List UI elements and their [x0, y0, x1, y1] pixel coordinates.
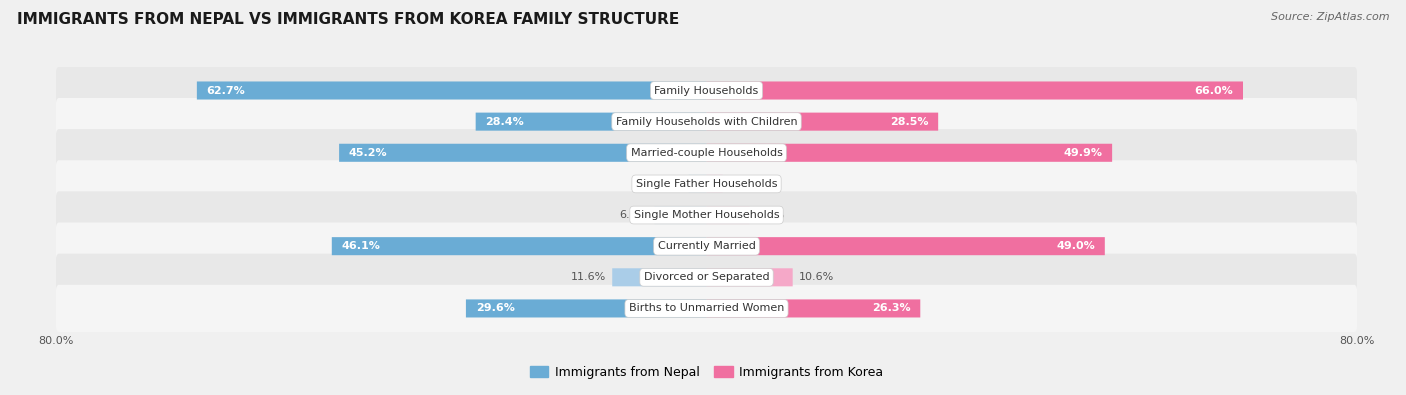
- Text: IMMIGRANTS FROM NEPAL VS IMMIGRANTS FROM KOREA FAMILY STRUCTURE: IMMIGRANTS FROM NEPAL VS IMMIGRANTS FROM…: [17, 12, 679, 27]
- Text: 45.2%: 45.2%: [349, 148, 388, 158]
- FancyBboxPatch shape: [55, 98, 1358, 145]
- Text: 49.0%: 49.0%: [1056, 241, 1095, 251]
- Text: Currently Married: Currently Married: [658, 241, 755, 251]
- Text: 2.0%: 2.0%: [730, 179, 758, 189]
- FancyBboxPatch shape: [707, 237, 1105, 255]
- FancyBboxPatch shape: [55, 67, 1358, 114]
- FancyBboxPatch shape: [707, 268, 793, 286]
- Text: Family Households: Family Households: [654, 85, 759, 96]
- FancyBboxPatch shape: [707, 299, 921, 318]
- FancyBboxPatch shape: [654, 206, 707, 224]
- Text: Married-couple Households: Married-couple Households: [630, 148, 783, 158]
- Text: 28.5%: 28.5%: [890, 117, 928, 127]
- FancyBboxPatch shape: [707, 113, 938, 131]
- FancyBboxPatch shape: [707, 206, 749, 224]
- FancyBboxPatch shape: [612, 268, 707, 286]
- FancyBboxPatch shape: [55, 192, 1358, 239]
- FancyBboxPatch shape: [707, 144, 1112, 162]
- Text: Divorced or Separated: Divorced or Separated: [644, 272, 769, 282]
- Text: Single Mother Households: Single Mother Households: [634, 210, 779, 220]
- FancyBboxPatch shape: [475, 113, 707, 131]
- FancyBboxPatch shape: [707, 175, 723, 193]
- Text: Births to Unmarried Women: Births to Unmarried Women: [628, 303, 785, 314]
- FancyBboxPatch shape: [55, 160, 1358, 207]
- Text: 46.1%: 46.1%: [342, 241, 381, 251]
- FancyBboxPatch shape: [707, 81, 1243, 100]
- FancyBboxPatch shape: [197, 81, 707, 100]
- FancyBboxPatch shape: [332, 237, 707, 255]
- Text: 28.4%: 28.4%: [485, 117, 524, 127]
- FancyBboxPatch shape: [55, 254, 1358, 301]
- Text: Family Households with Children: Family Households with Children: [616, 117, 797, 127]
- FancyBboxPatch shape: [55, 285, 1358, 332]
- FancyBboxPatch shape: [55, 222, 1358, 270]
- FancyBboxPatch shape: [689, 175, 707, 193]
- Text: 26.3%: 26.3%: [872, 303, 911, 314]
- Text: 2.2%: 2.2%: [654, 179, 682, 189]
- Text: 66.0%: 66.0%: [1195, 85, 1233, 96]
- Text: 5.3%: 5.3%: [756, 210, 785, 220]
- Text: 10.6%: 10.6%: [799, 272, 834, 282]
- Text: 6.4%: 6.4%: [620, 210, 648, 220]
- Text: 49.9%: 49.9%: [1063, 148, 1102, 158]
- Text: 11.6%: 11.6%: [571, 272, 606, 282]
- FancyBboxPatch shape: [339, 144, 707, 162]
- Text: Source: ZipAtlas.com: Source: ZipAtlas.com: [1271, 12, 1389, 22]
- FancyBboxPatch shape: [465, 299, 707, 318]
- Text: Single Father Households: Single Father Households: [636, 179, 778, 189]
- Text: 29.6%: 29.6%: [475, 303, 515, 314]
- Legend: Immigrants from Nepal, Immigrants from Korea: Immigrants from Nepal, Immigrants from K…: [524, 361, 889, 384]
- FancyBboxPatch shape: [55, 129, 1358, 177]
- Text: 62.7%: 62.7%: [207, 85, 246, 96]
